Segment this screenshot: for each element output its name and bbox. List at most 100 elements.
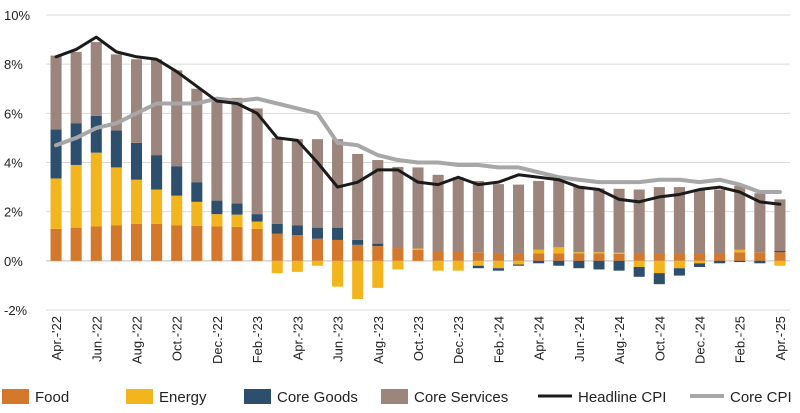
bar-core-goods	[714, 260, 726, 264]
bar-food	[734, 252, 746, 261]
bar-food	[191, 225, 203, 261]
x-tick-label: Oct.-'23	[411, 316, 426, 361]
bar-energy	[151, 189, 163, 224]
bar-core-goods	[653, 273, 665, 285]
bar-core-goods	[754, 260, 766, 264]
bar-core-services	[352, 153, 364, 240]
bar-energy	[231, 214, 243, 227]
bar-food	[714, 253, 726, 261]
bar-energy	[774, 260, 786, 266]
bar-core-services	[251, 108, 263, 215]
bar-energy	[110, 167, 122, 226]
bar-energy	[533, 249, 545, 254]
y-tick-label: 8%	[4, 57, 23, 72]
bar-food	[311, 238, 323, 261]
bar-core-services	[50, 55, 62, 130]
bar-energy	[171, 195, 183, 226]
bar-core-services	[573, 185, 585, 253]
bar-core-services	[291, 139, 303, 226]
bar-core-goods	[231, 203, 243, 215]
x-tick-label: Jun.-'24	[572, 316, 587, 362]
bar-energy	[673, 260, 685, 269]
legend-swatch	[244, 389, 271, 404]
bar-core-goods	[593, 260, 605, 270]
bar-food	[432, 251, 444, 261]
bar-core-goods	[352, 239, 364, 245]
bar-core-goods	[492, 268, 504, 271]
bar-energy	[734, 249, 746, 253]
bar-core-goods	[633, 266, 645, 277]
bar-core-goods	[553, 260, 565, 266]
bar-core-services	[151, 59, 163, 156]
bar-food	[573, 253, 585, 261]
bar-core-goods	[50, 129, 62, 179]
bar-food	[291, 235, 303, 261]
bar-core-services	[452, 177, 464, 251]
bar-energy	[251, 221, 263, 229]
bar-core-services	[714, 189, 726, 254]
bar-core-goods	[171, 166, 183, 196]
bar-core-services	[372, 160, 384, 244]
bar-core-goods	[151, 155, 163, 190]
bar-food	[593, 253, 605, 261]
x-tick-label: Dec.-'22	[210, 316, 225, 364]
bar-energy	[553, 247, 565, 254]
bar-core-goods	[533, 260, 545, 264]
bar-food	[533, 253, 545, 261]
bar-food	[754, 252, 766, 261]
bar-energy	[573, 252, 585, 254]
bar-energy	[472, 260, 484, 266]
x-tick-label: Aug.-'22	[129, 316, 144, 364]
legend-label: Core Services	[414, 389, 508, 406]
x-tick-label: Apr.-'25	[773, 316, 788, 360]
x-tick-label: Aug.-'24	[612, 316, 627, 364]
x-tick-label: Jun.-'22	[89, 316, 104, 362]
bar-energy	[211, 214, 223, 227]
bar-food	[231, 226, 243, 261]
bar-core-services	[533, 180, 545, 250]
bar-food	[70, 227, 82, 261]
bar-core-goods	[472, 265, 484, 269]
bar-core-goods	[332, 227, 344, 240]
x-tick-label: Dec.-'23	[451, 316, 466, 364]
bar-energy	[613, 252, 625, 254]
bar-core-services	[633, 189, 645, 254]
bar-food	[492, 252, 504, 261]
bar-core-services	[211, 97, 223, 201]
x-tick-label: Apr.-'23	[290, 316, 305, 360]
bar-core-services	[90, 42, 102, 116]
bar-energy	[372, 260, 384, 288]
bar-energy	[432, 260, 444, 271]
bar-food	[553, 253, 565, 261]
bar-core-goods	[291, 225, 303, 236]
x-tick-label: Jun.-'23	[331, 316, 346, 362]
bar-energy	[90, 152, 102, 227]
bar-core-services	[553, 176, 565, 248]
bar-energy	[412, 248, 424, 250]
bar-food	[472, 252, 484, 261]
bar-food	[251, 228, 263, 261]
x-tick-label: Oct.-'22	[170, 316, 185, 361]
y-axis-tick-labels: -2% 0% 2% 4% 6% 8% 10%	[4, 8, 30, 318]
cpi-lines	[54, 35, 782, 206]
bar-core-services	[653, 187, 665, 254]
bar-core-services	[412, 167, 424, 249]
bar-core-services	[231, 97, 243, 204]
core-cpi-line	[54, 96, 782, 194]
bar-core-goods	[211, 200, 223, 215]
bar-core-goods	[191, 182, 203, 202]
bar-core-services	[332, 139, 344, 228]
bar-core-goods	[673, 268, 685, 276]
y-tick-label: 4%	[4, 156, 23, 171]
bar-core-goods	[251, 214, 263, 222]
bar-core-services	[673, 187, 685, 254]
bar-core-goods	[70, 123, 82, 165]
y-tick-label: 6%	[4, 106, 23, 121]
bar-core-services	[432, 174, 444, 251]
bar-core-services	[130, 59, 143, 143]
bar-core-goods	[271, 223, 283, 234]
bar-food	[271, 233, 283, 261]
y-tick-label: 0%	[4, 254, 23, 269]
bar-core-services	[110, 54, 122, 131]
